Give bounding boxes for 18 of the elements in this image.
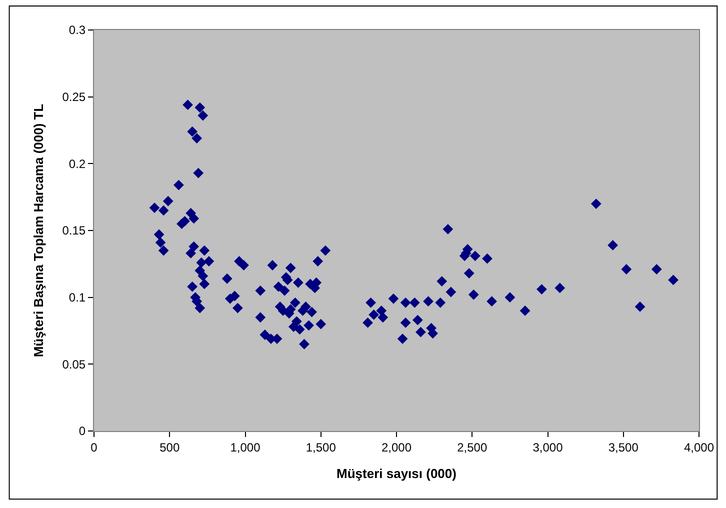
x-tick-label: 3,000 — [532, 440, 564, 454]
x-tick-label: 0 — [90, 440, 98, 454]
y-tick-label: 0.3 — [68, 23, 86, 38]
y-tick-label: 0.2 — [68, 156, 86, 171]
x-tick-label: 1,000 — [230, 440, 261, 454]
x-axis-title: Müşteri sayısı (000) — [336, 466, 456, 481]
x-tick-label: 500 — [160, 440, 180, 454]
x-tick-label: 3,500 — [608, 440, 639, 454]
x-tick-label: 2,000 — [381, 440, 412, 454]
y-tick-label: 0 — [78, 424, 86, 438]
y-axis-title: Müşteri Başına Toplam Harcama (000) TL — [31, 104, 46, 358]
y-tick-label: 0.25 — [62, 90, 86, 104]
x-tick-label: 1,500 — [306, 440, 336, 454]
y-tick-label: 0.1 — [68, 290, 86, 305]
x-tick-label: 2,500 — [457, 440, 488, 454]
y-tick-label: 0.15 — [62, 224, 86, 238]
x-tick-label: 4,000 — [684, 440, 714, 454]
y-tick-label: 0.05 — [62, 357, 86, 372]
